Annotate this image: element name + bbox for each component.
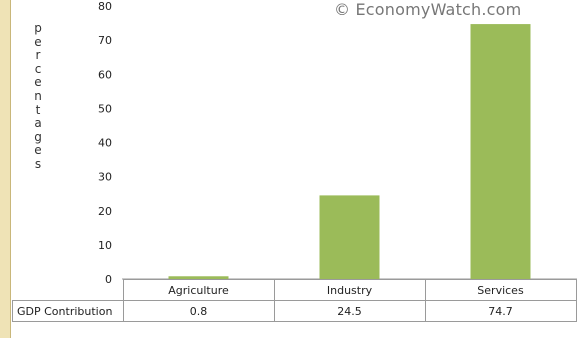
y-tick-label: 80 xyxy=(98,0,112,13)
bar-agriculture xyxy=(168,276,229,279)
y-tick-label: 10 xyxy=(98,239,112,252)
y-tick-label: 20 xyxy=(98,205,112,218)
value-agriculture: 0.8 xyxy=(122,300,275,322)
y-axis-label-letter: g xyxy=(34,129,42,144)
category-label-services: Services xyxy=(424,279,577,301)
bar-services xyxy=(470,24,531,280)
bars xyxy=(168,24,531,280)
bar-industry xyxy=(319,195,380,279)
y-axis-label-letter: a xyxy=(34,116,42,131)
y-tick-label: 70 xyxy=(98,34,112,47)
data-table-corner xyxy=(12,279,124,301)
y-axis-label-letter: r xyxy=(35,48,41,63)
category-label-agriculture: Agriculture xyxy=(122,279,275,301)
y-axis-label-letter: t xyxy=(35,102,41,117)
left-border-strip xyxy=(0,0,11,338)
y-axis-label-letter: e xyxy=(34,75,42,90)
category-label-industry: Industry xyxy=(273,279,426,301)
data-table-value-row: GDP Contribution 0.8 24.5 74.7 xyxy=(12,300,577,322)
data-table: Agriculture Industry Services GDP Contri… xyxy=(12,279,577,322)
data-table-row-label: GDP Contribution xyxy=(12,300,124,322)
watermark-text: © EconomyWatch.com xyxy=(334,0,522,19)
value-services: 74.7 xyxy=(424,300,577,322)
y-tick-label: 30 xyxy=(98,171,112,184)
y-tick-label: 40 xyxy=(98,137,112,150)
y-axis-label-letter: e xyxy=(34,34,42,49)
y-axis-label-letter: e xyxy=(34,143,42,158)
y-axis-label-letter: n xyxy=(34,88,42,103)
y-axis-label-letter: p xyxy=(34,21,42,35)
y-axis-label-letter: c xyxy=(34,61,42,76)
y-axis-label-letter: s xyxy=(34,156,42,171)
data-table-header-row: Agriculture Industry Services xyxy=(12,279,577,301)
y-tick-label: 60 xyxy=(98,68,112,81)
value-industry: 24.5 xyxy=(273,300,426,322)
y-tick-label: 50 xyxy=(98,102,112,115)
